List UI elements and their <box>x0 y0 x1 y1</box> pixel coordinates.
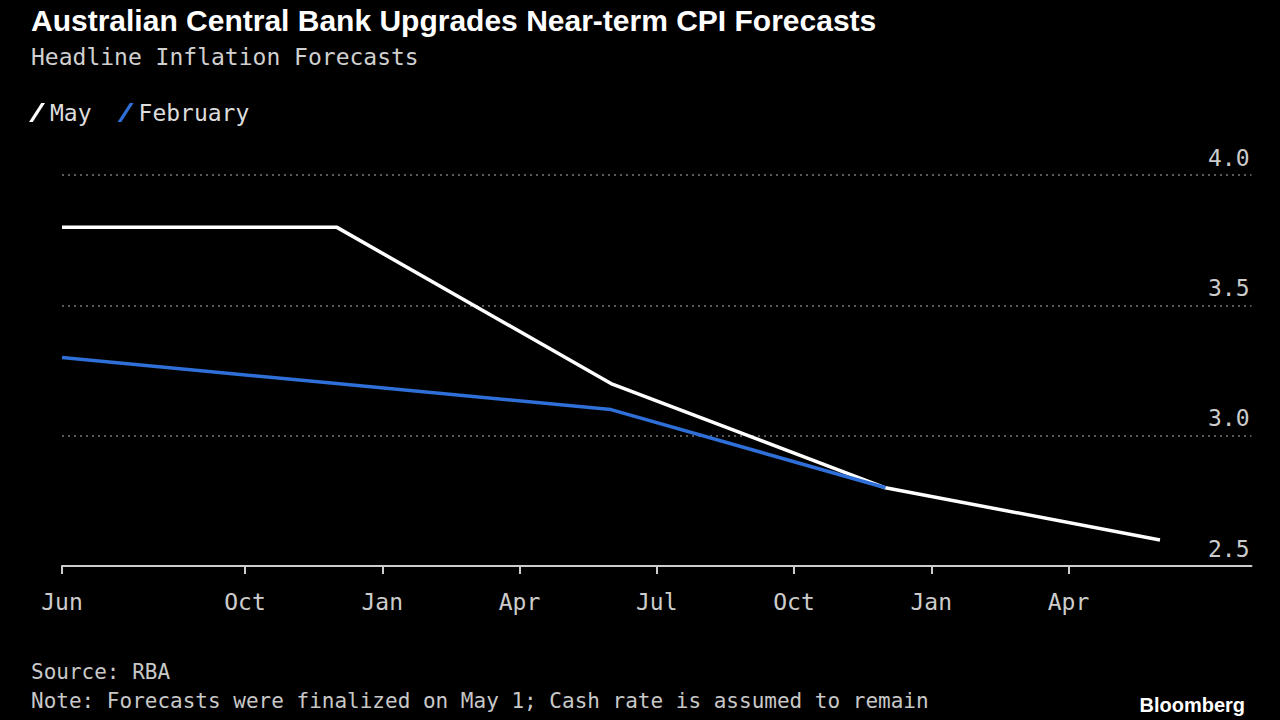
svg-text:Oct: Oct <box>224 589 266 615</box>
svg-text:Headline Inflation Forecasts: Headline Inflation Forecasts <box>31 44 419 70</box>
svg-text:Note: Forecasts were finalized: Note: Forecasts were finalized on May 1;… <box>31 689 929 713</box>
svg-text:Jan: Jan <box>910 589 952 615</box>
svg-text:3.5: 3.5 <box>1208 275 1250 301</box>
svg-text:Jul: Jul <box>636 589 678 615</box>
svg-text:3.0: 3.0 <box>1208 405 1250 431</box>
svg-text:2.5: 2.5 <box>1208 536 1250 562</box>
svg-text:Jun: Jun <box>41 589 83 615</box>
svg-text:Jan: Jan <box>361 589 403 615</box>
svg-text:Source: RBA: Source: RBA <box>31 660 170 684</box>
svg-text:Australian Central Bank Upgrad: Australian Central Bank Upgrades Near-te… <box>31 4 876 37</box>
svg-text:Bloomberg: Bloomberg <box>1139 694 1245 716</box>
svg-text:4.0: 4.0 <box>1208 145 1250 171</box>
svg-text:Apr: Apr <box>499 589 541 615</box>
svg-text:Apr: Apr <box>1048 589 1090 615</box>
svg-text:Oct: Oct <box>773 589 815 615</box>
svg-text:February: February <box>139 100 250 126</box>
svg-text:May: May <box>50 100 92 126</box>
